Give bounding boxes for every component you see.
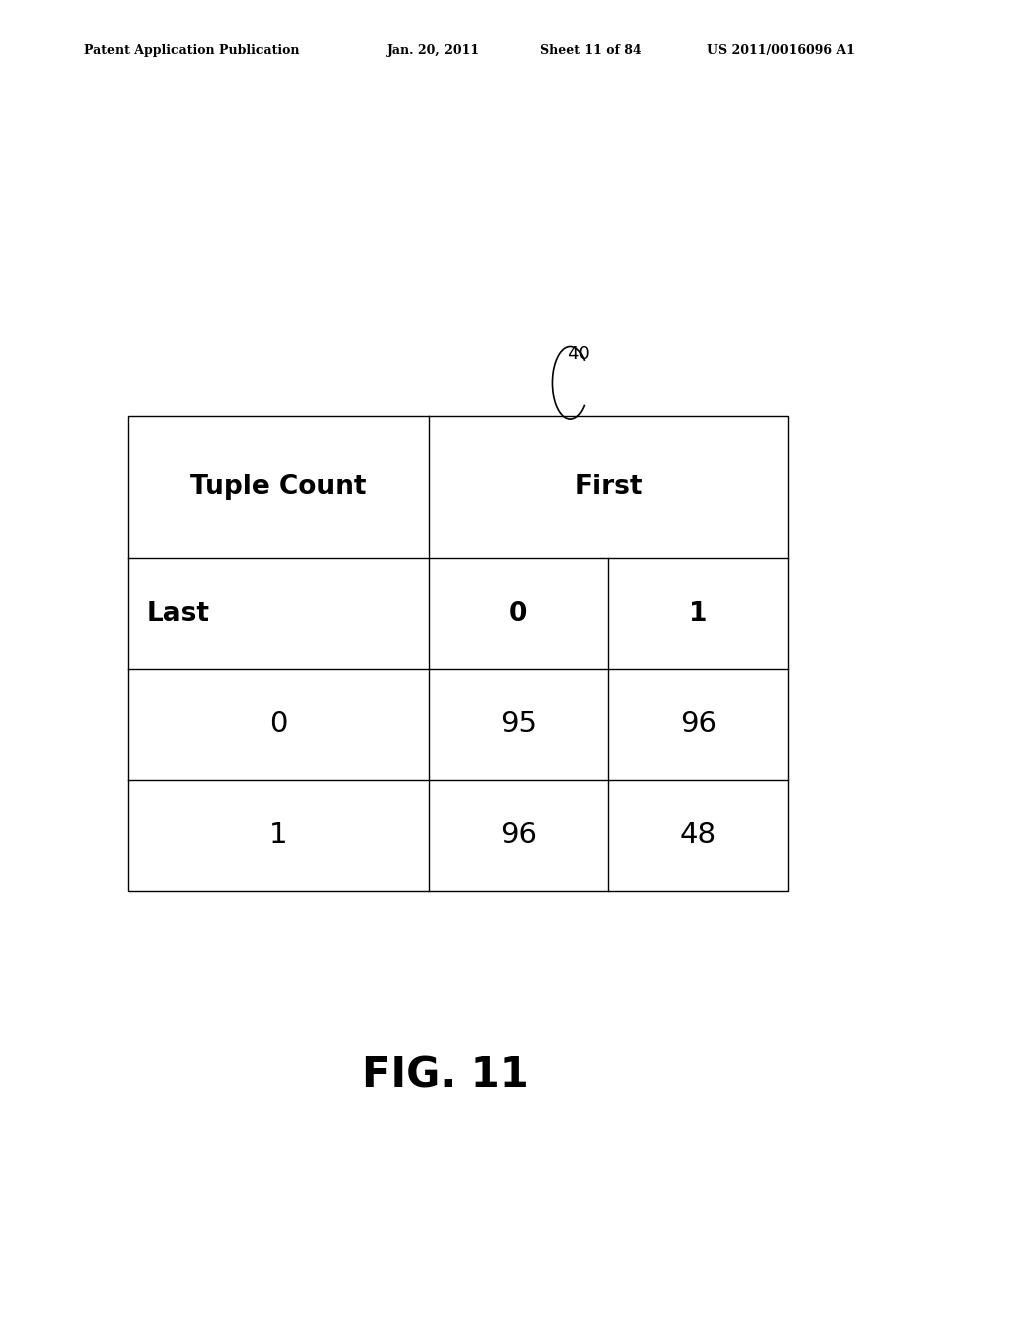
Text: First: First: [574, 474, 643, 500]
Text: 1: 1: [689, 601, 708, 627]
Text: FIG. 11: FIG. 11: [362, 1055, 528, 1097]
Text: 1: 1: [269, 821, 288, 849]
Text: 0: 0: [269, 710, 288, 738]
Bar: [128, 416, 788, 891]
Text: Sheet 11 of 84: Sheet 11 of 84: [540, 44, 641, 57]
Text: US 2011/0016096 A1: US 2011/0016096 A1: [707, 44, 854, 57]
Text: 48: 48: [680, 821, 717, 849]
Text: 96: 96: [500, 821, 537, 849]
Text: Jan. 20, 2011: Jan. 20, 2011: [387, 44, 480, 57]
Text: Tuple Count: Tuple Count: [190, 474, 367, 500]
Text: 96: 96: [680, 710, 717, 738]
Text: Last: Last: [146, 601, 210, 627]
Text: 95: 95: [500, 710, 537, 738]
Text: Patent Application Publication: Patent Application Publication: [84, 44, 299, 57]
Text: 40: 40: [567, 345, 590, 363]
Text: 0: 0: [509, 601, 527, 627]
